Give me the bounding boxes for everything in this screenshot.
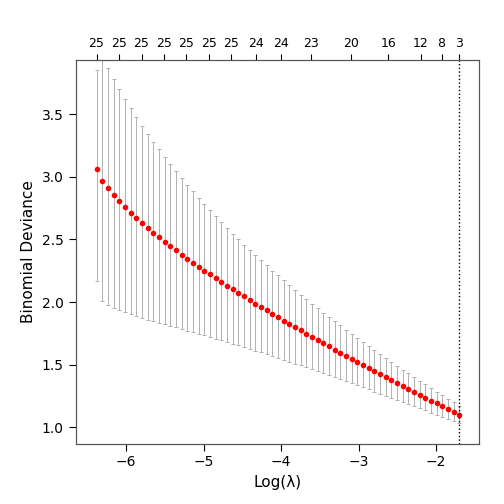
X-axis label: Log(λ): Log(λ): [253, 475, 301, 490]
Y-axis label: Binomial Deviance: Binomial Deviance: [21, 180, 36, 324]
